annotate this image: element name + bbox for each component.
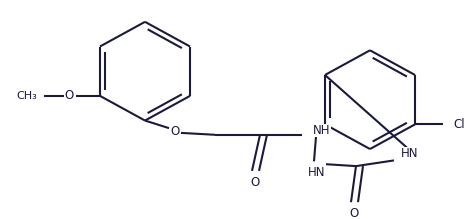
Text: HN: HN: [401, 147, 419, 160]
Text: O: O: [349, 207, 359, 219]
Text: O: O: [64, 89, 74, 102]
Text: NH: NH: [313, 124, 330, 136]
Text: CH₃: CH₃: [16, 91, 37, 101]
Text: O: O: [170, 125, 180, 138]
Text: O: O: [250, 176, 260, 189]
Text: HN: HN: [308, 166, 326, 179]
Text: Cl: Cl: [453, 118, 464, 131]
